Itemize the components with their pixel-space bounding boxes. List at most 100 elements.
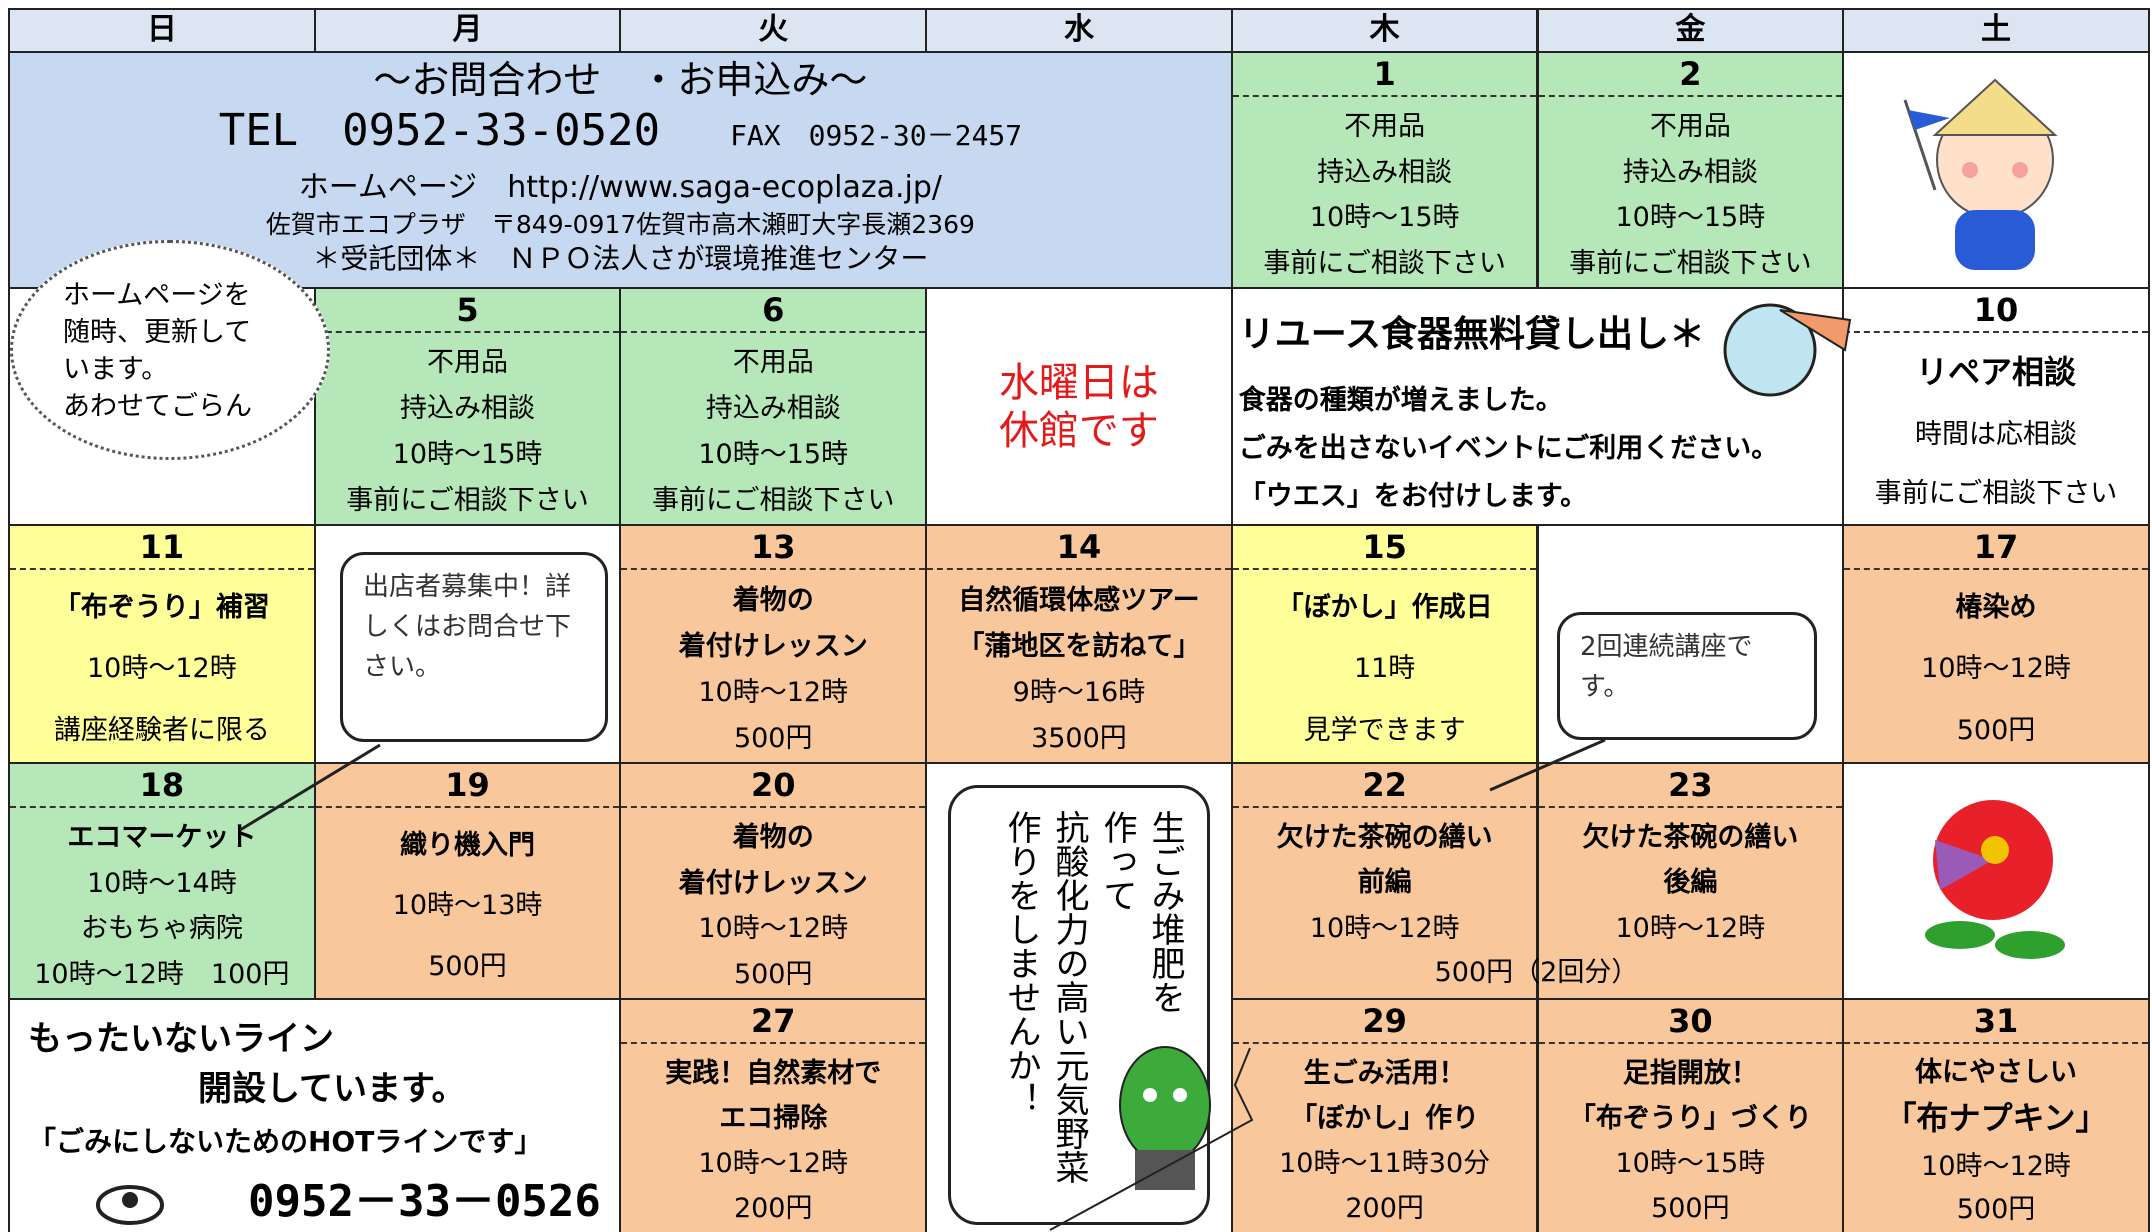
event-line: 不用品 (732, 347, 814, 379)
fax: FAX 0952-30－2457 (730, 119, 1023, 152)
day-cell: 27 実践！自然素材で エコ掃除 10時～12時 200円 (619, 998, 928, 1232)
event-line: 500円 (428, 951, 507, 983)
weekday-header: 月 (313, 8, 622, 53)
date-number: 30 (1538, 1000, 1843, 1044)
cloud-line: います。 (63, 354, 169, 385)
date-number: 20 (621, 764, 926, 808)
cloud-line: ホームページを (63, 280, 251, 311)
day-body: 実践！自然素材で エコ掃除 10時～12時 200円 (621, 1044, 925, 1232)
event-line: 10時～13時 (392, 890, 543, 922)
event-line: 10時～11時30分 (1279, 1148, 1491, 1179)
date-number: 11 (10, 526, 314, 570)
cloud-line: あわせてごらん (63, 391, 252, 422)
day-body: 不用品 持込み相談 10時～15時 事前にご相談下さい (1539, 97, 1843, 287)
day-body: 自然循環体感ツアー 「蒲地区を訪ねて」 9時～16時 3500円 (927, 570, 1231, 762)
event-line: 「布ぞうり」づくり (1568, 1103, 1812, 1134)
event-line: 500円 (1651, 1193, 1730, 1224)
closed-cell: 水曜日は 休館です (925, 287, 1233, 526)
event-line: 持込み相談 (400, 393, 536, 425)
day-body: 生ごみ活用！ 「ぼかし」作り 10時～11時30分 200円 (1233, 1044, 1537, 1232)
speech-bubble: 2回連続講座です。 (1557, 612, 1817, 740)
event-line: おもちゃ病院 (80, 913, 243, 945)
day-cell: 30 足指開放！ 「布ぞうり」づくり 10時～15時 500円 (1536, 998, 1845, 1232)
day-body: 「布ぞうり」補習 10時～12時講座経験者に限る (10, 570, 314, 762)
date-number: 23 (1538, 764, 1843, 808)
event-line: 10時～12時 (86, 653, 237, 685)
event-line: 9時～16時 (1012, 676, 1146, 708)
day-body: 着物の 着付けレッスン 10時～12時 500円 (621, 570, 925, 762)
event-line: 10時～12時 (1921, 1150, 2071, 1182)
image-cell (1842, 51, 2150, 289)
hotline-line: 開設しています。 (198, 1069, 466, 1109)
event-line: エコマーケット (67, 822, 257, 854)
event-line: 10時～15時 (1615, 202, 1766, 234)
event-line: 10時～12時 (1309, 912, 1460, 944)
date-number: 5 (315, 289, 620, 333)
day-body: 体にやさしい 「布ナプキン」 10時～12時 500円 (1844, 1044, 2148, 1232)
event-line: 「布ぞうり」補習 (53, 592, 270, 624)
vegetable-note: 生ごみ堆肥を 作って 抗酸化力の高い元気野菜 作りをしませんか！ (948, 785, 1210, 1225)
day-body: 足指開放！ 「布ぞうり」づくり 10時～15時 500円 (1539, 1044, 1843, 1232)
event-line: 10時～12時 (1615, 912, 1766, 944)
day-body: 着物の 着付けレッスン 10時～12時 500円 (621, 808, 925, 998)
date-number: 22 (1232, 764, 1537, 808)
event-line: 欠けた茶碗の繕い (1276, 822, 1493, 854)
event-line: 不用品 (1649, 111, 1731, 143)
vegetable-line: 作って (1097, 810, 1137, 912)
event-line: 「ぼかし」作成日 (1276, 592, 1493, 624)
vegetable-line: 生ごみ堆肥を (1145, 810, 1185, 1014)
cloud-line: 随時、更新して (63, 317, 252, 348)
event-line: 前編 (1357, 867, 1412, 899)
event-line: 着物の (732, 822, 814, 854)
hotline-line: 「ごみにしないためのHOTラインです」 (28, 1125, 543, 1158)
day-body: 不用品 持込み相談 10時～15時 事前にご相談下さい (316, 333, 620, 524)
event-line: 事前にご相談下さい (1874, 478, 2118, 510)
event-line: 10時～12時 (698, 913, 849, 945)
day-cell: 10 リペア相談 時間は応相談 事前にご相談下さい (1842, 287, 2150, 526)
event-line: 不用品 (427, 347, 509, 379)
hotline-line: もったいないライン (28, 1019, 334, 1059)
date-number: 2 (1538, 53, 1843, 97)
day-cell: 17 椿染め 10時～12時 500円 (1842, 524, 2150, 764)
date-number: 29 (1232, 1000, 1537, 1044)
speech-bubble: 出店者募集中！詳しくはお問合せ下さい。 (340, 552, 608, 742)
event-line: 欠けた茶碗の繕い (1582, 822, 1799, 854)
day-body: 不用品 持込み相談 10時～15時 事前にご相談下さい (621, 333, 925, 524)
hotline-line: 0952－33－0526 (248, 1176, 601, 1227)
tel: TEL 0952-33-0520 (218, 105, 661, 156)
homepage: ホームページ http://www.saga-ecoplaza.jp/ (298, 170, 943, 205)
event-line: 織り機入門 (400, 829, 536, 861)
day-body: 椿染め 10時～12時 500円 (1844, 570, 2148, 762)
day-cell: 14 自然循環体感ツアー 「蒲地区を訪ねて」 9時～16時 3500円 (925, 524, 1233, 764)
reuse-line: 食器の種類が増えました。 (1238, 385, 1563, 416)
date-number: 15 (1232, 526, 1537, 570)
date-number: 31 (1844, 1000, 2148, 1044)
day-cell: 23 欠けた茶碗の繕い 後編 10時～12時 (1536, 762, 1845, 1000)
day-cell: 19 織り機入門 10時～13時 500円 (313, 762, 622, 1000)
date-number: 13 (621, 526, 926, 570)
reuse-cell: リユース食器無料貸し出し＊ 食器の種類が増えました。 ごみを出さないイベントにご利用… (1230, 287, 1845, 526)
day-body: 織り機入門 10時～13時 500円 (316, 808, 620, 998)
operator: ＊受託団体＊ ＮＰＯ法人さが環境推進センター (312, 242, 929, 275)
vegetable-line: 作りをしませんか！ (1001, 810, 1041, 1116)
day-cell: 20 着物の 着付けレッスン 10時～12時 500円 (619, 762, 928, 1000)
contact-heading: ～お問合わせ ・お申込み～ (373, 58, 868, 102)
event-line: 「蒲地区を訪ねて」 (957, 630, 1201, 662)
event-line: 持込み相談 (705, 393, 841, 425)
weekday-header: 金 (1536, 8, 1845, 53)
date-number: 6 (621, 289, 926, 333)
event-line: 200円 (733, 1193, 813, 1224)
event-line: 着物の (732, 584, 814, 616)
event-line: 500円 (1956, 714, 2036, 746)
shared-fee: 500円（2回分） (1434, 957, 1639, 988)
date-number: 18 (10, 764, 314, 808)
day-cell: 15 「ぼかし」作成日 11時 見学できます (1230, 524, 1539, 764)
event-line: 見学できます (1303, 714, 1466, 746)
weekday-header: 水 (925, 8, 1233, 53)
day-cell: 31 体にやさしい 「布ナプキン」 10時～12時 500円 (1842, 998, 2150, 1232)
event-line: 10時～12時 (698, 1148, 849, 1179)
event-line: 3500円 (1031, 722, 1127, 754)
event-line: 10時～12時 (698, 676, 849, 708)
day-cell: 29 生ごみ活用！ 「ぼかし」作り 10時～11時30分 200円 (1230, 998, 1539, 1232)
event-line: 講座経験者に限る (53, 714, 270, 746)
